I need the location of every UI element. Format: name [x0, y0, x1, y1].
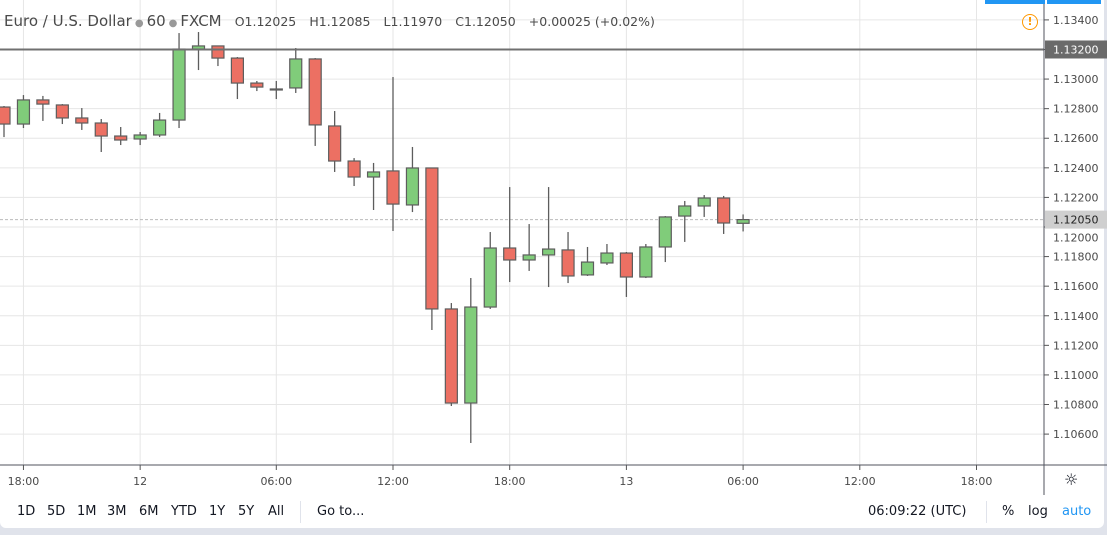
candle-body	[658, 216, 672, 248]
candle-body	[308, 58, 322, 126]
gear-icon[interactable]: ☼	[1064, 470, 1079, 489]
price-tick-label: 1.11400	[1053, 310, 1099, 323]
candle-body	[717, 197, 731, 224]
symbol-legend: Euro / U.S. Dollar ● 60 ● FXCM O1.12025 H1.1…	[4, 11, 655, 30]
price-tick-label: 1.10600	[1053, 428, 1099, 441]
clock[interactable]: 06:09:22 (UTC)	[868, 504, 967, 519]
time-tick-label: 18:00	[961, 475, 993, 488]
percent-toggle[interactable]: %	[1002, 504, 1015, 519]
candle-body	[0, 106, 11, 125]
candle-body	[639, 246, 653, 278]
range-5d[interactable]: 5D	[47, 504, 66, 519]
price-tick-label: 1.12400	[1053, 162, 1099, 175]
price-tick-label: 1.12800	[1053, 103, 1099, 116]
price-tick-label: 1.11600	[1053, 280, 1099, 293]
candle-body	[16, 99, 31, 125]
separator-dot: ●	[168, 18, 178, 29]
top-strip	[1047, 0, 1101, 4]
auto-toggle[interactable]: auto	[1062, 504, 1092, 519]
horizontal-line-price-label-bg	[1045, 40, 1107, 59]
time-tick-label: 12:00	[844, 475, 876, 488]
time-tick-label: 18:00	[494, 475, 526, 488]
price-tick-label: 1.12000	[1053, 232, 1099, 245]
candle-body	[483, 247, 497, 308]
log-toggle[interactable]: log	[1028, 504, 1048, 519]
horizontal-line-price-label: 1.13200	[1053, 43, 1099, 56]
interval: 60	[146, 12, 166, 30]
ohlc-low: L1.11970	[383, 14, 443, 29]
candle-body	[503, 247, 517, 261]
time-tick-label: 06:00	[260, 475, 292, 488]
candle-body	[172, 48, 186, 121]
range-6m[interactable]: 6M	[139, 504, 159, 519]
candle-body	[211, 45, 225, 59]
price-tick-label: 1.10800	[1053, 399, 1099, 412]
candle-body	[250, 82, 264, 88]
candle-body	[230, 57, 244, 84]
candle-body	[36, 99, 50, 105]
candle-body	[114, 135, 128, 141]
price-tick-label: 1.11200	[1053, 339, 1099, 352]
warning-circle-icon[interactable]: !	[1022, 14, 1038, 30]
ohlc-high: H1.12085	[309, 14, 371, 29]
range-3m[interactable]: 3M	[107, 504, 127, 519]
separator-dot: ●	[134, 18, 144, 29]
candle-body	[561, 249, 575, 277]
candle-body	[697, 197, 711, 207]
time-tick-label: 12:00	[377, 475, 409, 488]
ohlc-close: C1.12050	[455, 14, 516, 29]
ohlc-open: O1.12025	[234, 14, 297, 29]
time-tick-label: 18:00	[8, 475, 40, 488]
price-tick-label: 1.13000	[1053, 73, 1099, 86]
candle-body	[328, 125, 342, 162]
top-strip	[985, 0, 1045, 4]
candle-body	[580, 261, 595, 276]
candle-body	[386, 170, 400, 205]
candle-body	[55, 104, 69, 119]
price-tick-label: 1.11800	[1053, 251, 1099, 264]
range-1d[interactable]: 1D	[17, 504, 36, 519]
candle-body	[464, 306, 478, 404]
candle-body	[736, 219, 750, 224]
candle-body	[133, 134, 147, 140]
candle-body	[347, 160, 361, 178]
time-tick-label: 12	[133, 475, 147, 488]
range-5y[interactable]: 5Y	[238, 504, 255, 519]
range-1m[interactable]: 1M	[77, 504, 97, 519]
divider	[300, 501, 301, 523]
symbol-name[interactable]: Euro / U.S. Dollar	[4, 12, 132, 30]
last-price-label-bg	[1045, 210, 1107, 229]
price-tick-label: 1.13400	[1053, 14, 1099, 27]
candle-body	[541, 248, 556, 256]
exchange: FXCM	[180, 12, 222, 30]
divider	[986, 501, 987, 523]
candle-body	[425, 167, 439, 310]
chart-canvas[interactable]: 1.13400 1.13000 1.12800 1.12600 1.12400 1.122…	[0, 0, 1107, 495]
candle-body	[619, 252, 634, 278]
candle-body	[600, 252, 614, 264]
last-price-label: 1.12050	[1053, 214, 1099, 227]
time-tick-label: 13	[619, 475, 633, 488]
ohlc-change: +0.00025 (+0.02%)	[528, 14, 655, 29]
candle-body	[678, 205, 692, 217]
price-tick-label: 1.12200	[1053, 191, 1099, 204]
range-ytd[interactable]: YTD	[171, 504, 197, 519]
candle-body	[153, 119, 167, 136]
range-1y[interactable]: 1Y	[209, 504, 226, 519]
price-tick-label: 1.12600	[1053, 132, 1099, 145]
candle-body	[94, 122, 108, 137]
candle-body	[444, 308, 458, 404]
price-tick-label: 1.11000	[1053, 369, 1099, 382]
candle-body	[405, 167, 420, 206]
candle-body	[75, 117, 89, 124]
time-tick-label: 06:00	[727, 475, 759, 488]
candle-body	[522, 254, 536, 261]
bottom-toolbar: 1D 5D 1M 3M 6M YTD 1Y 5Y All Go to... 06…	[0, 495, 1104, 528]
candle-body	[269, 88, 283, 91]
goto-button[interactable]: Go to...	[317, 504, 365, 519]
candle-body	[366, 171, 381, 178]
candle-body	[289, 58, 303, 89]
range-all[interactable]: All	[268, 504, 285, 519]
